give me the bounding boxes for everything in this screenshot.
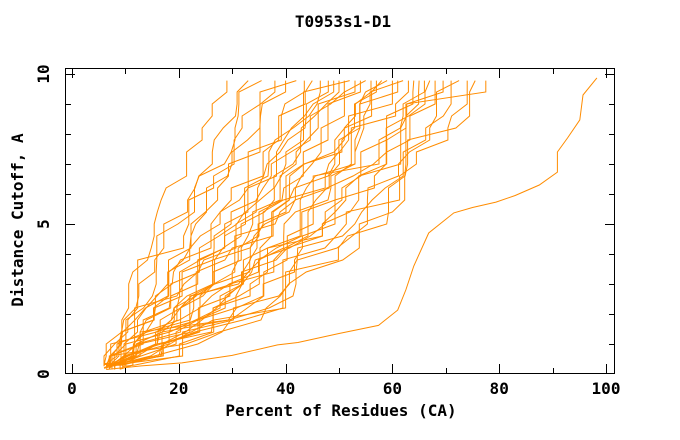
model-curve xyxy=(119,80,366,370)
model-curve xyxy=(114,80,383,370)
model-curve xyxy=(119,80,431,370)
model-curve xyxy=(106,80,468,367)
model-curve xyxy=(114,80,452,368)
model-curve xyxy=(111,80,372,367)
model-curve xyxy=(103,80,444,369)
model-curve xyxy=(108,80,420,366)
model-curve xyxy=(117,80,329,366)
y-tick-label: 5 xyxy=(34,219,53,229)
model-curve xyxy=(108,80,460,367)
model-curve xyxy=(114,80,305,366)
axis-ticks xyxy=(66,69,614,373)
outlier-model-curve xyxy=(106,77,598,370)
y-tick-label: 10 xyxy=(34,64,53,84)
y-axis-label: Distance Cutoff, A xyxy=(8,133,27,307)
x-tick-label: 40 xyxy=(275,379,296,398)
model-curve xyxy=(109,80,356,366)
x-axis-label: Percent of Residues (CA) xyxy=(225,401,457,420)
model-curves xyxy=(103,80,487,370)
model-curve xyxy=(106,80,335,366)
x-tick-label: 80 xyxy=(489,379,509,398)
model-curve xyxy=(111,80,287,365)
chart-title: T0953s1-D1 xyxy=(294,12,392,31)
model-curve xyxy=(103,80,345,366)
model-curve xyxy=(122,80,399,369)
model-curve xyxy=(122,80,476,367)
x-tick-label: 0 xyxy=(67,379,77,398)
y-tick-label: 0 xyxy=(34,369,53,379)
x-tick-label: 100 xyxy=(591,379,621,398)
x-tick-label: 20 xyxy=(169,379,189,398)
model-curve xyxy=(106,80,249,369)
x-tick-label: 60 xyxy=(382,379,403,398)
model-curve xyxy=(106,80,425,366)
model-curve xyxy=(108,80,487,368)
model-curve xyxy=(103,80,409,366)
plot-border xyxy=(65,68,615,374)
model-curve xyxy=(106,80,297,367)
